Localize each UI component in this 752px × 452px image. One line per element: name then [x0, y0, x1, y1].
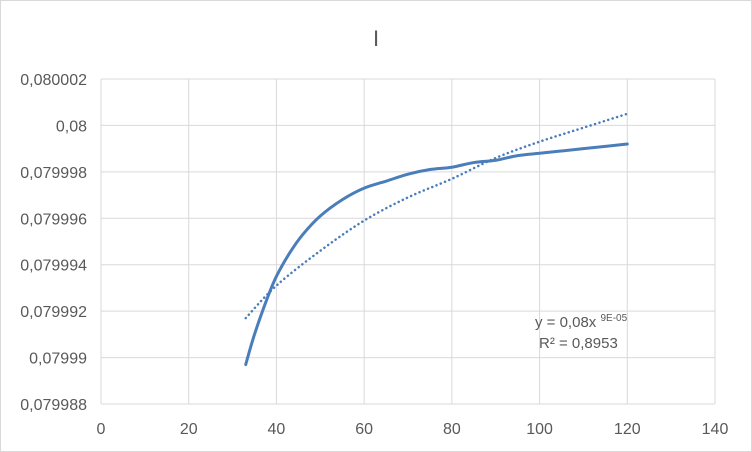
x-tick-label: 140: [702, 421, 729, 438]
trendline-r-squared: R² = 0,8953: [539, 335, 618, 352]
x-tick-label: 120: [614, 421, 641, 438]
x-tick-label: 80: [443, 421, 461, 438]
data-series-line: [244, 142, 629, 367]
trendline-series-line: [244, 112, 629, 320]
y-tick-label: 0,080002: [20, 72, 87, 89]
y-tick-label: 0,08: [56, 118, 87, 135]
y-tick-label: 0,079992: [20, 304, 87, 321]
y-tick-label: 0,079998: [20, 165, 87, 182]
x-tick-label: 20: [180, 421, 198, 438]
x-tick-label: 0: [97, 421, 106, 438]
y-tick-label: 0,079994: [20, 258, 87, 275]
grid-layer: [101, 78, 716, 404]
y-tick-label: 0,079988: [20, 397, 87, 414]
chart-title: I: [373, 26, 379, 51]
axis-layer: 0,079988 0,07999 0,079992 0,079994 0,079996 0…: [20, 72, 728, 438]
y-tick-label: 0,07999: [29, 351, 87, 368]
trendline-equation-base: y = 0,08x: [535, 314, 597, 331]
x-tick-label: 40: [268, 421, 286, 438]
x-tick-label: 60: [355, 421, 373, 438]
x-tick-label: 100: [526, 421, 553, 438]
series-layer: [244, 112, 629, 367]
y-tick-label: 0,079996: [20, 211, 87, 228]
trendline-equation: y = 0,08x 9E-05: [535, 313, 628, 331]
trendline-equation-exponent: 9E-05: [600, 313, 627, 324]
